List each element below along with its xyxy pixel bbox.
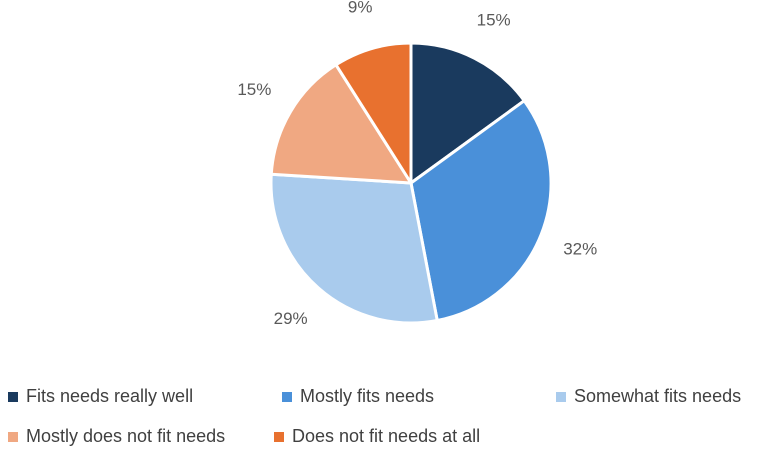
slice-data-label: 15% [237, 80, 271, 99]
legend-label: Mostly does not fit needs [26, 426, 226, 446]
legend-swatch [8, 391, 18, 402]
legend-swatch [556, 391, 566, 402]
legend-item-somewhat-fits: Somewhat fits needs [556, 386, 741, 407]
legend-item-mostly-fits: Mostly fits needs [282, 386, 434, 407]
pie-slice [334, 41, 413, 185]
pie-slice [409, 99, 553, 323]
legend-label: Fits needs really well [26, 386, 194, 406]
legend-label: Does not fit needs at all [292, 426, 481, 446]
legend: Fits needs really well Mostly fits needs… [8, 386, 782, 455]
slice-data-label: 29% [274, 309, 308, 328]
legend-item-fits-really-well: Fits needs really well [8, 386, 193, 407]
pie-slice [409, 41, 526, 185]
legend-swatch [274, 431, 284, 442]
pie-chart: 15% 32% 29% 15% 9% [237, 0, 597, 328]
slice-data-label: 32% [563, 239, 597, 258]
legend-item-mostly-does-not-fit: Mostly does not fit needs [8, 426, 225, 447]
pie-slice [269, 63, 413, 185]
slice-data-label: 15% [477, 10, 511, 29]
pie-slice [269, 172, 439, 325]
legend-swatch [282, 391, 292, 402]
legend-label: Somewhat fits needs [574, 386, 742, 406]
legend-swatch [8, 431, 18, 442]
legend-label: Mostly fits needs [300, 386, 435, 406]
legend-item-does-not-fit-at-all: Does not fit needs at all [274, 426, 480, 447]
slice-data-label: 9% [348, 0, 373, 17]
